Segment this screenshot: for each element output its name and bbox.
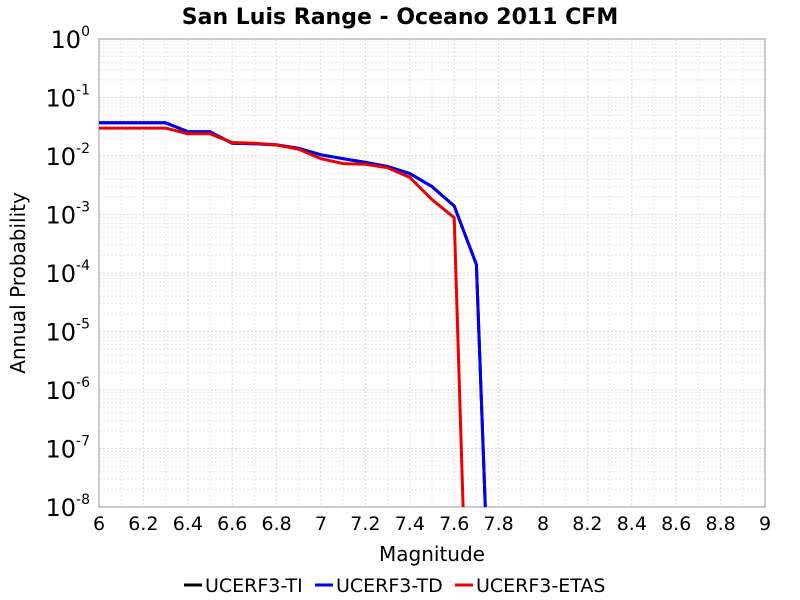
y-tick-label: 10-1 [45, 83, 90, 113]
y-tick-label: 10-5 [45, 317, 90, 347]
x-tick-labels: 6 6.2 6.4 6.6 6.8 7 7.2 7.4 7.6 7.8 8 8.2 8.4 8.6 8.8 9 [93, 513, 771, 535]
y-tick-label: 100 [51, 24, 90, 54]
x-tick-label: 7.8 [483, 513, 513, 535]
x-tick-label: 7.4 [395, 513, 425, 535]
x-tick-label: 6.2 [128, 513, 158, 535]
series-line-ucerf3-td [99, 121, 487, 508]
x-tick-label: 8.2 [572, 513, 602, 535]
x-tick-label: 6 [93, 513, 105, 535]
legend-label: UCERF3-ETAS [476, 575, 605, 597]
x-tick-label: 6.8 [261, 513, 291, 535]
y-tick-label: 10-3 [45, 200, 90, 230]
y-tick-label: 10-8 [45, 492, 90, 522]
y-tick-label: 10-7 [45, 434, 90, 464]
x-tick-label: 9 [759, 513, 771, 535]
x-tick-label: 8 [537, 513, 549, 535]
x-tick-label: 8.4 [617, 513, 647, 535]
series-line-ucerf3-etas [99, 126, 465, 508]
x-axis-label: Magnitude [379, 542, 485, 566]
legend: UCERF3-TI UCERF3-TD UCERF3-ETAS [184, 575, 605, 597]
legend-label: UCERF3-TD [336, 575, 443, 597]
y-tick-labels: 100 10-1 10-2 10-3 10-4 10-5 10-6 10-7 10-8 [45, 24, 90, 522]
legend-label: UCERF3-TI [205, 575, 303, 597]
x-tick-label: 8.6 [661, 513, 691, 535]
series-line-ucerf3-ti [99, 121, 487, 508]
x-tick-label: 7.6 [439, 513, 469, 535]
y-tick-label: 10-2 [45, 141, 90, 171]
y-tick-label: 10-4 [45, 258, 90, 288]
x-tick-label: 8.8 [705, 513, 735, 535]
grid [98, 39, 766, 508]
x-tick-label: 7 [315, 513, 327, 535]
chart-title: San Luis Range - Oceano 2011 CFM [182, 5, 618, 30]
x-tick-label: 6.4 [173, 513, 203, 535]
x-tick-label: 7.2 [350, 513, 380, 535]
series-layer [99, 121, 487, 508]
y-tick-label: 10-6 [45, 375, 90, 405]
x-tick-label: 6.6 [217, 513, 247, 535]
plot-frame [98, 38, 766, 508]
y-axis-label: Annual Probability [6, 192, 30, 374]
